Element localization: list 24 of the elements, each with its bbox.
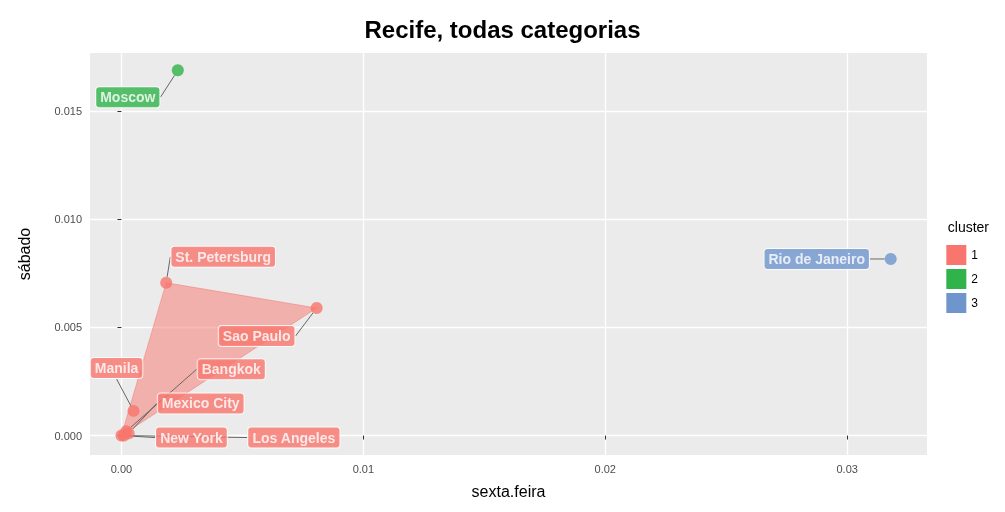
data-label: Mexico City <box>161 395 240 412</box>
data-label: Los Angeles <box>252 429 336 446</box>
x-tick-label: 0.02 <box>594 462 616 475</box>
x-tick-label: 0.01 <box>352 462 375 475</box>
y-tick-label: 0.015 <box>54 105 82 118</box>
data-label: St. Petersburg <box>175 248 272 265</box>
y-tick-label: 0.010 <box>54 213 82 226</box>
legend-label: 3 <box>971 296 979 310</box>
legend-label: 1 <box>971 248 979 262</box>
data-label: New York <box>160 429 223 446</box>
y-tick-label: 0.000 <box>54 429 82 442</box>
chart-title: Recife, todas categorias <box>364 15 641 43</box>
y-axis-title: sábado <box>15 227 33 281</box>
data-label: Sao Paulo <box>222 328 291 345</box>
y-tick-label: 0.005 <box>54 321 82 334</box>
data-label: Moscow <box>100 89 156 106</box>
legend-label: 2 <box>971 272 979 286</box>
x-tick-label: 0.03 <box>836 462 858 475</box>
data-label: Rio de Janeiro <box>768 250 865 267</box>
data-label: Manila <box>94 359 139 376</box>
data-label: Bangkok <box>201 361 262 378</box>
x-tick-label: 0.00 <box>110 462 133 475</box>
legend-title: cluster <box>947 219 990 235</box>
x-axis-title: sexta.feira <box>471 482 546 500</box>
